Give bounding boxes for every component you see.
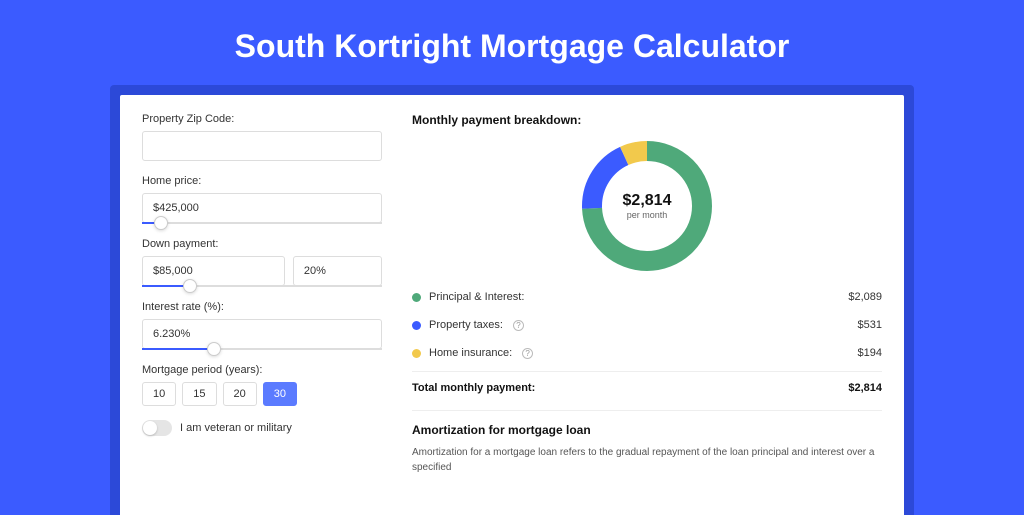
mortgage-period-option-30[interactable]: 30: [263, 382, 297, 406]
home-price-slider-thumb[interactable]: [154, 216, 168, 230]
interest-rate-slider[interactable]: [142, 348, 382, 350]
home-price-label: Home price:: [142, 175, 382, 187]
breakdown-amount: $531: [858, 319, 882, 331]
card-shadow: Property Zip Code: Home price: Down paym…: [110, 85, 914, 515]
total-amount: $2,814: [848, 382, 882, 394]
breakdown-row: Home insurance:? $194: [412, 339, 882, 367]
mortgage-period-option-15[interactable]: 15: [182, 382, 216, 406]
home-price-input[interactable]: [142, 193, 382, 223]
help-icon[interactable]: ?: [513, 320, 524, 331]
home-price-slider[interactable]: [142, 222, 382, 224]
donut-chart-container: $2,814 per month: [412, 135, 882, 283]
zip-input[interactable]: [142, 131, 382, 161]
interest-rate-input[interactable]: [142, 319, 382, 349]
down-payment-label: Down payment:: [142, 238, 382, 250]
breakdown-label: Property taxes:: [429, 319, 503, 331]
breakdown-amount: $2,089: [848, 291, 882, 303]
breakdown-row: Property taxes:? $531: [412, 311, 882, 339]
legend-dot-icon: [412, 321, 421, 330]
zip-field-group: Property Zip Code:: [142, 113, 382, 161]
breakdown-amount: $194: [858, 347, 882, 359]
donut-center-amount: $2,814: [623, 192, 672, 210]
home-price-field-group: Home price:: [142, 175, 382, 224]
legend-dot-icon: [412, 293, 421, 302]
legend-dot-icon: [412, 349, 421, 358]
breakdown-label: Home insurance:: [429, 347, 512, 359]
veteran-toggle-knob: [143, 421, 157, 435]
veteran-toggle-label: I am veteran or military: [180, 422, 292, 434]
interest-rate-label: Interest rate (%):: [142, 301, 382, 313]
down-payment-slider-thumb[interactable]: [183, 279, 197, 293]
inputs-column: Property Zip Code: Home price: Down paym…: [142, 113, 382, 515]
mortgage-period-option-10[interactable]: 10: [142, 382, 176, 406]
interest-rate-slider-thumb[interactable]: [207, 342, 221, 356]
mortgage-period-option-20[interactable]: 20: [223, 382, 257, 406]
down-payment-pct-input[interactable]: [293, 256, 382, 286]
down-payment-amount-input[interactable]: [142, 256, 285, 286]
down-payment-slider[interactable]: [142, 285, 382, 287]
page-title: South Kortright Mortgage Calculator: [0, 0, 1024, 85]
down-payment-field-group: Down payment:: [142, 238, 382, 287]
help-icon[interactable]: ?: [522, 348, 533, 359]
donut-center: $2,814 per month: [582, 141, 712, 271]
donut-chart: $2,814 per month: [582, 141, 712, 271]
interest-rate-field-group: Interest rate (%):: [142, 301, 382, 350]
total-label: Total monthly payment:: [412, 382, 535, 394]
mortgage-period-label: Mortgage period (years):: [142, 364, 382, 376]
donut-center-sub: per month: [627, 210, 668, 220]
amortization-section: Amortization for mortgage loan Amortizat…: [412, 410, 882, 475]
breakdown-label: Principal & Interest:: [429, 291, 524, 303]
amortization-text: Amortization for a mortgage loan refers …: [412, 445, 882, 475]
calculator-card: Property Zip Code: Home price: Down paym…: [120, 95, 904, 515]
breakdown-column: Monthly payment breakdown: $2,814 per mo…: [412, 113, 882, 515]
breakdown-rows: Principal & Interest: $2,089 Property taxe…: [412, 283, 882, 367]
total-row: Total monthly payment: $2,814: [412, 371, 882, 406]
amortization-title: Amortization for mortgage loan: [412, 423, 882, 437]
mortgage-period-field-group: Mortgage period (years): 1015 2030: [142, 364, 382, 406]
zip-label: Property Zip Code:: [142, 113, 382, 125]
breakdown-row: Principal & Interest: $2,089: [412, 283, 882, 311]
breakdown-title: Monthly payment breakdown:: [412, 113, 882, 127]
veteran-toggle[interactable]: [142, 420, 172, 436]
mortgage-period-options: 1015 2030: [142, 382, 382, 406]
veteran-toggle-row: I am veteran or military: [142, 420, 382, 436]
